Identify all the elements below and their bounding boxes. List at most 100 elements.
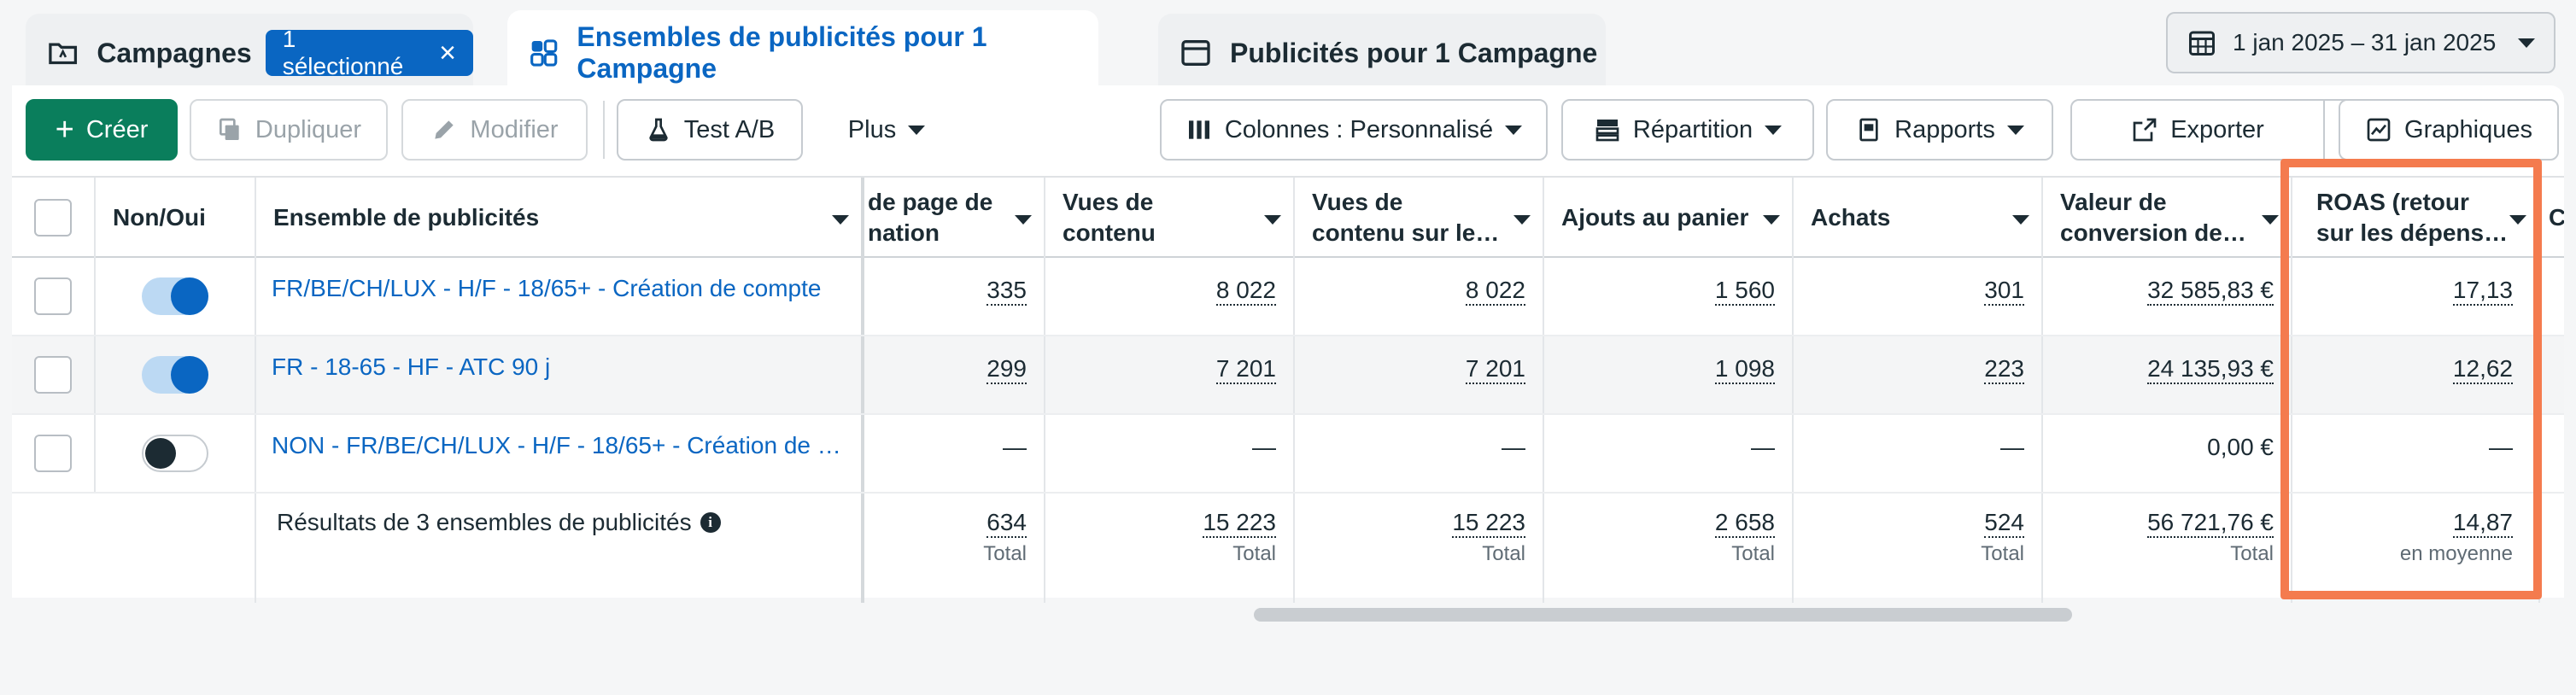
tab-adsets-label: Ensembles de publicités pour 1 Campagne bbox=[577, 21, 987, 84]
select-all-checkbox[interactable] bbox=[34, 199, 72, 237]
header-toggle[interactable]: Non/Oui bbox=[96, 178, 256, 258]
status-toggle[interactable] bbox=[142, 277, 208, 315]
header-content-views-site-label: Vues de contenu sur le… bbox=[1312, 189, 1500, 246]
total-add-to-cart[interactable]: 2 658 bbox=[1714, 509, 1775, 538]
value-conv-value[interactable]: 24 135,93 € bbox=[2147, 355, 2274, 384]
total-conv-value-cell: 56 721,76 € Total bbox=[2043, 494, 2292, 603]
sort-icon[interactable] bbox=[1264, 215, 1281, 225]
value-purchases[interactable]: 223 bbox=[1984, 355, 2024, 384]
reports-button[interactable]: Rapports bbox=[1826, 99, 2053, 161]
table-row[interactable]: NON - FR/BE/CH/LUX - H/F - 18/65+ - Créa… bbox=[12, 415, 2564, 494]
tab-campaigns[interactable]: Campagnes 1 sélectionné × bbox=[26, 14, 473, 92]
total-conv-value[interactable]: 56 721,76 € bbox=[2147, 509, 2274, 538]
header-next-label: Co bbox=[2549, 204, 2564, 231]
tab-ads[interactable]: Publicités pour 1 Campagne bbox=[1158, 14, 1606, 92]
header-name[interactable]: Ensemble de publicités bbox=[256, 178, 864, 258]
table-row[interactable]: FR/BE/CH/LUX - H/F - 18/65+ - Création d… bbox=[12, 258, 2564, 336]
sort-icon[interactable] bbox=[2509, 215, 2526, 225]
header-content-views-site[interactable]: Vues de contenu sur le… bbox=[1295, 178, 1544, 258]
selected-badge[interactable]: 1 sélectionné × bbox=[265, 26, 473, 79]
sort-icon[interactable] bbox=[2012, 215, 2029, 225]
more-label: Plus bbox=[847, 115, 897, 143]
export-button[interactable]: Exporter bbox=[2070, 99, 2325, 161]
status-toggle[interactable] bbox=[142, 435, 208, 472]
adset-name-link[interactable]: NON - FR/BE/CH/LUX - H/F - 18/65+ - Créa… bbox=[272, 432, 844, 458]
sort-icon[interactable] bbox=[832, 215, 849, 225]
row-toggle-cell bbox=[96, 415, 256, 492]
cell-content-views: 7 201 bbox=[1045, 336, 1295, 413]
ab-test-button[interactable]: Test A/B bbox=[617, 99, 803, 161]
header-content-views[interactable]: Vues de contenu bbox=[1045, 178, 1295, 258]
columns-button[interactable]: Colonnes : Personnalisé bbox=[1160, 99, 1548, 161]
totals-blank bbox=[12, 494, 96, 603]
value-content-views: — bbox=[1252, 434, 1276, 460]
charts-button[interactable]: Graphiques bbox=[2339, 99, 2559, 161]
total-roas[interactable]: 14,87 bbox=[2452, 509, 2513, 538]
header-content-views-label: Vues de contenu bbox=[1063, 189, 1156, 246]
sort-icon[interactable] bbox=[1015, 215, 1032, 225]
row-select-cell bbox=[12, 415, 96, 492]
sort-icon[interactable] bbox=[2262, 215, 2279, 225]
value-content-views[interactable]: 8 022 bbox=[1215, 277, 1276, 306]
cell-content-views: 8 022 bbox=[1045, 258, 1295, 335]
value-conv-value[interactable]: 32 585,83 € bbox=[2147, 277, 2274, 306]
export-label: Exporter bbox=[2170, 115, 2264, 143]
table-row[interactable]: FR - 18-65 - HF - ATC 90 j 299 7 201 7 201 1… bbox=[12, 336, 2564, 415]
status-toggle[interactable] bbox=[142, 356, 208, 394]
value-purchases[interactable]: 301 bbox=[1984, 277, 2024, 306]
cell-roas: 12,62 bbox=[2292, 336, 2540, 413]
cell-conv-value: 0,00 € bbox=[2043, 415, 2292, 492]
breakdown-button[interactable]: Répartition bbox=[1561, 99, 1814, 161]
row-checkbox[interactable] bbox=[34, 356, 72, 394]
value-roas[interactable]: 12,62 bbox=[2452, 355, 2513, 384]
total-content-views-site[interactable]: 15 223 bbox=[1452, 509, 1525, 538]
charts-label: Graphiques bbox=[2404, 115, 2532, 143]
value-landing: — bbox=[1003, 434, 1027, 460]
value-add-to-cart[interactable]: 1 560 bbox=[1714, 277, 1775, 306]
value-content-views-site[interactable]: 8 022 bbox=[1465, 277, 1525, 306]
total-landing[interactable]: 634 bbox=[986, 509, 1027, 538]
total-caption: en moyenne bbox=[2399, 542, 2513, 565]
header-landing[interactable]: de page de nation bbox=[864, 178, 1045, 258]
duplicate-button[interactable]: Dupliquer bbox=[190, 99, 388, 161]
header-purchases[interactable]: Achats bbox=[1794, 178, 2043, 258]
tab-adsets[interactable]: Ensembles de publicités pour 1 Campagne bbox=[507, 10, 1098, 96]
sort-icon[interactable] bbox=[1513, 215, 1531, 225]
value-landing[interactable]: 335 bbox=[986, 277, 1027, 306]
total-caption: Total bbox=[983, 542, 1027, 565]
toggle-knob bbox=[171, 277, 208, 315]
total-content-views[interactable]: 15 223 bbox=[1203, 509, 1276, 538]
more-button[interactable]: Plus bbox=[818, 99, 955, 161]
close-icon[interactable]: × bbox=[439, 37, 456, 69]
sort-icon[interactable] bbox=[1763, 215, 1780, 225]
cell-purchases: — bbox=[1794, 415, 2043, 492]
toggle-knob bbox=[145, 438, 176, 469]
header-toggle-label: Non/Oui bbox=[113, 204, 206, 231]
cell-landing: — bbox=[864, 415, 1045, 492]
value-content-views[interactable]: 7 201 bbox=[1215, 355, 1276, 384]
edit-button[interactable]: Modifier bbox=[401, 99, 588, 161]
header-conv-value[interactable]: Valeur de conversion de… bbox=[2043, 178, 2292, 258]
folder-icon bbox=[49, 43, 78, 65]
header-roas[interactable]: ROAS (retour sur les dépens… bbox=[2292, 178, 2540, 258]
adset-name-link[interactable]: FR - 18-65 - HF - ATC 90 j bbox=[272, 353, 551, 380]
row-checkbox[interactable] bbox=[34, 277, 72, 315]
adset-name-link[interactable]: FR/BE/CH/LUX - H/F - 18/65+ - Création d… bbox=[272, 275, 822, 301]
cell-next bbox=[2540, 415, 2564, 492]
value-add-to-cart[interactable]: 1 098 bbox=[1714, 355, 1775, 384]
value-landing[interactable]: 299 bbox=[986, 355, 1027, 384]
row-checkbox[interactable] bbox=[34, 435, 72, 472]
header-conv-value-label: Valeur de conversion de… bbox=[2060, 189, 2246, 246]
header-add-to-cart[interactable]: Ajouts au panier bbox=[1544, 178, 1794, 258]
row-select-cell bbox=[12, 336, 96, 413]
horizontal-scrollbar[interactable] bbox=[1254, 608, 2072, 622]
header-next[interactable]: Co bbox=[2540, 178, 2564, 258]
cell-conv-value: 24 135,93 € bbox=[2043, 336, 2292, 413]
date-range-picker[interactable]: 1 jan 2025 – 31 jan 2025 bbox=[2166, 12, 2556, 73]
value-content-views-site[interactable]: 7 201 bbox=[1465, 355, 1525, 384]
total-purchases[interactable]: 524 bbox=[1984, 509, 2024, 538]
total-caption: Total bbox=[1482, 542, 1525, 565]
info-icon[interactable]: i bbox=[700, 512, 721, 533]
value-roas[interactable]: 17,13 bbox=[2452, 277, 2513, 306]
create-button[interactable]: + Créer bbox=[26, 99, 178, 161]
